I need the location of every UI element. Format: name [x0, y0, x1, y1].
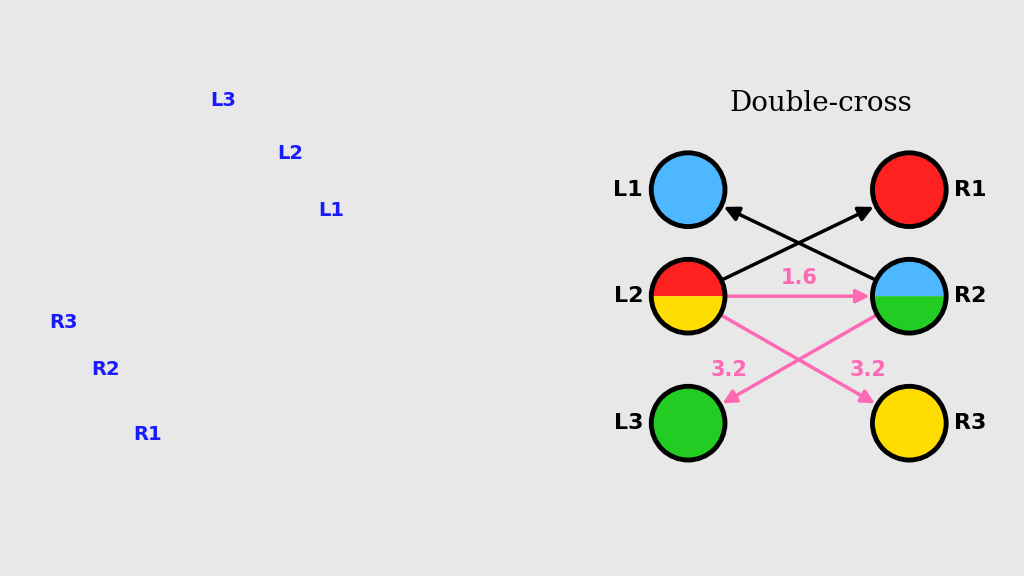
Wedge shape — [651, 296, 725, 333]
Circle shape — [651, 386, 725, 460]
Text: R2: R2 — [91, 361, 120, 379]
Text: L1: L1 — [318, 201, 344, 219]
Text: L1: L1 — [613, 180, 643, 200]
Text: L3: L3 — [613, 413, 643, 433]
Text: L3: L3 — [210, 92, 236, 110]
Text: R3: R3 — [49, 313, 78, 332]
Text: 3.2: 3.2 — [850, 360, 887, 380]
Text: R1: R1 — [133, 426, 162, 444]
Wedge shape — [651, 259, 725, 296]
Text: Double-cross: Double-cross — [730, 90, 912, 117]
Text: R1: R1 — [954, 180, 987, 200]
Circle shape — [872, 386, 946, 460]
Text: R3: R3 — [954, 413, 987, 433]
Text: R2: R2 — [954, 286, 987, 306]
Text: 1.6: 1.6 — [780, 268, 817, 288]
Text: L2: L2 — [276, 145, 303, 163]
Circle shape — [651, 153, 725, 226]
Circle shape — [872, 153, 946, 226]
Text: L2: L2 — [613, 286, 643, 306]
Text: 3.2: 3.2 — [711, 360, 748, 380]
Wedge shape — [872, 296, 946, 333]
Wedge shape — [872, 259, 946, 296]
